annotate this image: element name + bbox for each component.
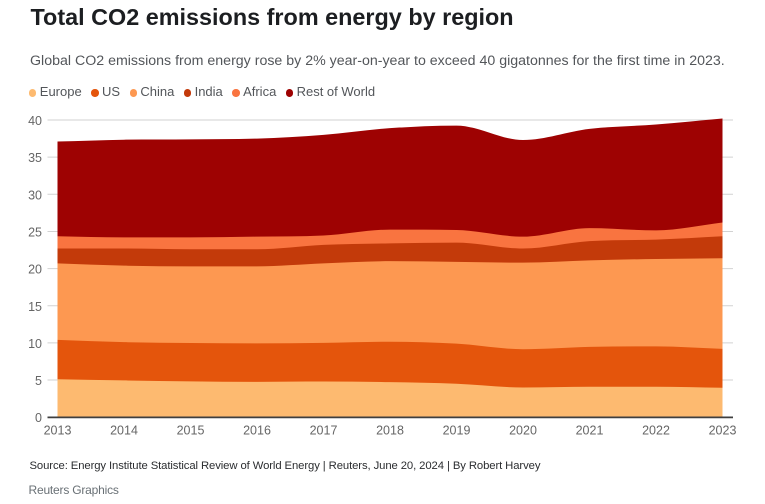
svg-text:10: 10: [28, 337, 42, 351]
svg-text:2014: 2014: [110, 424, 138, 438]
svg-text:2022: 2022: [642, 424, 670, 438]
svg-text:35: 35: [28, 151, 42, 165]
svg-text:2021: 2021: [576, 424, 604, 438]
svg-text:2019: 2019: [443, 424, 471, 438]
svg-text:30: 30: [28, 188, 42, 202]
svg-text:2018: 2018: [376, 424, 404, 438]
svg-text:2016: 2016: [243, 424, 271, 438]
svg-text:2023: 2023: [709, 424, 737, 438]
svg-text:2017: 2017: [310, 424, 338, 438]
svg-text:40: 40: [28, 114, 42, 128]
svg-text:2013: 2013: [44, 424, 72, 438]
svg-text:0: 0: [35, 411, 42, 425]
svg-text:20: 20: [28, 263, 42, 277]
svg-text:5: 5: [35, 374, 42, 388]
svg-text:2020: 2020: [509, 424, 537, 438]
svg-text:2015: 2015: [177, 424, 205, 438]
svg-text:15: 15: [28, 300, 42, 314]
svg-text:25: 25: [28, 225, 42, 239]
